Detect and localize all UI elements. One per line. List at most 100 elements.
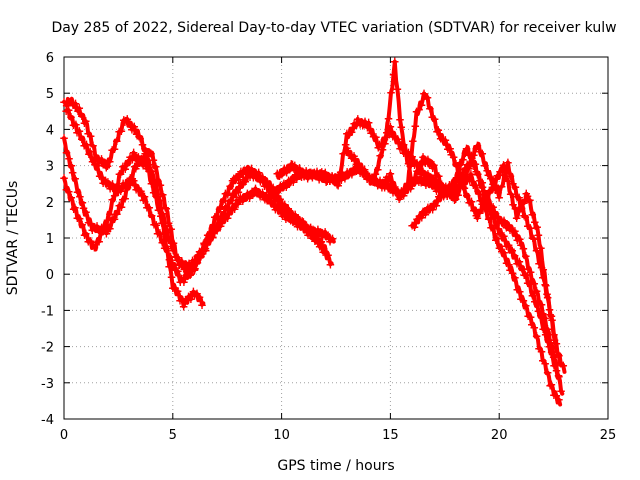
series-trace <box>344 59 565 396</box>
data-point: + <box>323 229 333 243</box>
data-point: + <box>538 307 548 321</box>
x-tick-label: 10 <box>273 428 290 443</box>
data-point: + <box>540 278 550 292</box>
data-point: + <box>68 166 78 180</box>
data-point: + <box>479 201 489 215</box>
data-point: + <box>291 167 301 181</box>
data-point: + <box>405 159 415 173</box>
data-point: + <box>532 284 542 298</box>
data-point: + <box>318 245 328 259</box>
data-point: + <box>406 174 416 188</box>
data-point: + <box>529 232 539 246</box>
series-trace <box>64 107 330 284</box>
data-point: + <box>547 339 557 353</box>
data-point: + <box>272 166 282 180</box>
data-point: + <box>540 311 550 325</box>
data-point: + <box>362 120 372 134</box>
data-point: + <box>175 293 185 307</box>
data-point: + <box>288 215 298 229</box>
data-point: + <box>402 180 412 194</box>
data-point: + <box>98 176 108 190</box>
data-point: + <box>375 148 385 162</box>
data-point: + <box>155 194 165 208</box>
data-point: + <box>177 293 187 307</box>
data-point: + <box>166 250 176 264</box>
data-point: + <box>233 185 243 199</box>
data-point: + <box>181 268 191 282</box>
data-point: + <box>81 226 91 240</box>
data-point: + <box>81 114 91 128</box>
data-point: + <box>68 118 78 132</box>
data-point: + <box>491 233 501 247</box>
data-point: + <box>129 146 139 160</box>
data-point: + <box>434 169 444 183</box>
data-point: + <box>512 189 522 203</box>
data-point: + <box>101 218 111 232</box>
data-point: + <box>118 192 128 206</box>
data-point: + <box>238 165 248 179</box>
data-point: + <box>545 379 555 393</box>
data-point: + <box>257 170 267 184</box>
data-point: + <box>118 177 128 191</box>
data-point: + <box>151 189 161 203</box>
data-point: + <box>77 109 87 123</box>
data-point: + <box>277 180 287 194</box>
data-point: + <box>184 256 194 270</box>
data-point: + <box>504 257 514 271</box>
data-point: + <box>86 129 96 143</box>
data-point: + <box>168 281 178 295</box>
data-point: + <box>477 175 487 189</box>
data-point: + <box>103 175 113 189</box>
data-point: + <box>527 318 537 332</box>
data-point: + <box>74 124 84 138</box>
data-point: + <box>358 118 368 132</box>
data-point: + <box>374 177 384 191</box>
data-point: + <box>349 161 359 175</box>
data-point: + <box>420 207 430 221</box>
data-point: + <box>531 244 541 258</box>
data-point: + <box>502 165 512 179</box>
data-point: + <box>477 147 487 161</box>
data-point: + <box>347 168 357 182</box>
data-point: + <box>493 185 503 199</box>
data-point: + <box>155 226 165 240</box>
data-point: + <box>129 120 139 134</box>
data-point: + <box>77 132 87 146</box>
series-track-7: ++++++++++++++++++++++++++++++++++++++++… <box>342 55 566 399</box>
data-point: + <box>412 164 422 178</box>
data-point: + <box>305 166 315 180</box>
data-point: + <box>381 130 391 144</box>
x-tick-label: 5 <box>169 428 177 443</box>
data-point: + <box>229 186 239 200</box>
data-point: + <box>506 242 516 256</box>
data-point: + <box>159 227 169 241</box>
data-point: + <box>75 211 85 225</box>
data-point: + <box>77 218 87 232</box>
y-tick-label: -3 <box>41 377 54 392</box>
data-point: + <box>257 186 267 200</box>
data-point: + <box>355 118 365 132</box>
y-tick-label: -2 <box>41 341 54 356</box>
data-point: + <box>149 218 159 232</box>
data-point: + <box>138 193 148 207</box>
data-point: + <box>114 125 124 139</box>
data-point: + <box>164 252 174 266</box>
series-track-8: ++++++++++++++++++++++++++++++++++++++++… <box>374 86 568 374</box>
data-point: + <box>488 222 498 236</box>
data-point: + <box>436 178 446 192</box>
y-tick-label: 0 <box>46 268 54 283</box>
data-point: + <box>216 213 226 227</box>
data-point: + <box>494 190 504 204</box>
data-point: + <box>220 187 230 201</box>
data-point: + <box>214 202 224 216</box>
data-point: + <box>90 220 100 234</box>
data-point: + <box>190 263 200 277</box>
series-trace <box>410 141 563 367</box>
data-point: + <box>410 174 420 188</box>
data-point: + <box>521 187 531 201</box>
data-point: + <box>451 174 461 188</box>
data-point: + <box>525 277 535 291</box>
data-point: + <box>530 295 540 309</box>
data-point: + <box>431 198 441 212</box>
data-point: + <box>139 190 149 204</box>
